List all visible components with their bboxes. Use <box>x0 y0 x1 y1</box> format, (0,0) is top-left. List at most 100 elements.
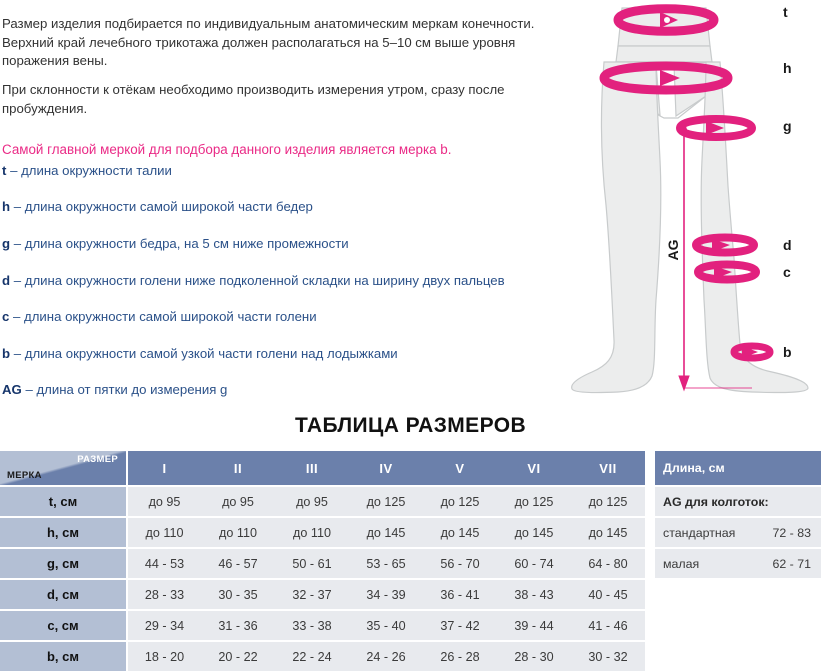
cell-b-1: 18 - 20 <box>127 640 201 671</box>
intro-paragraph-1: Размер изделия подбирается по индивидуал… <box>2 16 535 68</box>
legend-key: AG <box>2 382 22 397</box>
column-header-6: VI <box>497 451 571 486</box>
legend-dash: – <box>25 382 33 397</box>
legend-dash: – <box>13 273 22 288</box>
band-c-arrow <box>714 266 732 279</box>
key-measurement-note: Самой главной меркой для подбора данного… <box>2 142 452 158</box>
cell-g-5: 56 - 70 <box>423 547 497 579</box>
size-table-title: ТАБЛИЦА РАЗМЕРОВ <box>294 414 527 437</box>
cell-b-7: 30 - 32 <box>571 640 645 671</box>
legend-text: длина окружности голени ниже подколенной… <box>24 273 505 288</box>
row-label-b: b, см <box>0 640 128 671</box>
cell-d-2: 30 - 35 <box>201 578 275 610</box>
legend-key: b <box>2 346 11 361</box>
cell-t-5: до 125 <box>423 485 497 517</box>
column-header-3: III <box>275 451 349 486</box>
cell-c-4: 35 - 40 <box>349 609 423 641</box>
right-leg-shape <box>700 61 809 394</box>
corner-merka-label: МЕРКА <box>7 470 42 481</box>
band-b-arrow <box>742 346 758 358</box>
table-row: d, см 28 - 33 30 - 35 32 - 37 34 - 39 36… <box>0 578 645 610</box>
row-label-h: h, см <box>0 516 128 548</box>
cell-t-7: до 125 <box>571 485 645 517</box>
ag-arrow-head-bottom <box>678 375 690 392</box>
length-row-value-small: 62 - 71 <box>755 547 821 578</box>
diagram-label-t: t <box>783 4 788 20</box>
table-row: c, см 29 - 34 31 - 36 33 - 38 35 - 40 37… <box>0 609 645 641</box>
length-table-header-row: Длина, см <box>655 451 821 486</box>
diagram-label-h: h <box>783 60 792 76</box>
intro-paragraph-2: При склонности к отёкам необходимо произ… <box>2 82 505 116</box>
size-table-header-row: РАЗМЕР МЕРКА I II III IV V VI VII <box>0 451 645 486</box>
ag-label-text: AG <box>665 239 681 260</box>
table-row: b, см 18 - 20 20 - 22 22 - 24 24 - 26 26… <box>0 640 645 671</box>
legend-item-ag: AG – длина от пятки до измерения g <box>2 381 558 398</box>
cell-g-2: 46 - 57 <box>201 547 275 579</box>
legend-dash: – <box>13 236 22 251</box>
band-d <box>691 233 759 257</box>
legend-text: длина окружности бедра, на 5 см ниже про… <box>24 236 349 251</box>
cell-h-4: до 145 <box>349 516 423 548</box>
legend-item-g: g – длина окружности бедра, на 5 см ниже… <box>2 235 558 252</box>
column-header-2: II <box>201 451 275 486</box>
diagram-label-b: b <box>783 344 792 360</box>
cell-b-2: 20 - 22 <box>201 640 275 671</box>
legend-key: t <box>2 163 7 178</box>
cell-b-5: 26 - 28 <box>423 640 497 671</box>
row-label-d: d, см <box>0 578 128 610</box>
cell-t-1: до 95 <box>127 485 201 517</box>
length-table: Длина, см AG для колготок: стандартная 7… <box>655 451 821 578</box>
legend-item-t: t – длина окружности талии <box>2 162 558 179</box>
length-row-name-small: малая <box>655 547 755 578</box>
length-row-value-standard: 72 - 83 <box>755 516 821 548</box>
cell-d-5: 36 - 41 <box>423 578 497 610</box>
cell-c-7: 41 - 46 <box>571 609 645 641</box>
cell-t-4: до 125 <box>349 485 423 517</box>
cell-h-5: до 145 <box>423 516 497 548</box>
legend-text: длина от пятки до измерения g <box>36 382 228 397</box>
band-t-navel-dot <box>664 17 670 23</box>
length-row-name-standard: стандартная <box>655 516 755 548</box>
cell-c-6: 39 - 44 <box>497 609 571 641</box>
row-label-t: t, см <box>0 485 128 517</box>
band-h-arrow <box>660 70 680 86</box>
legend-dash: – <box>10 163 18 178</box>
band-g-arrow <box>706 121 724 135</box>
table-row: h, см до 110 до 110 до 110 до 145 до 145… <box>0 516 645 548</box>
legend-key: c <box>2 309 10 324</box>
cell-g-4: 53 - 65 <box>349 547 423 579</box>
left-leg-shape <box>571 61 662 394</box>
band-t <box>613 4 719 36</box>
legend-text: длина окружности самой широкой части бед… <box>24 199 313 214</box>
legend-text: длина окружности самой узкой части голен… <box>24 346 398 361</box>
cell-d-1: 28 - 33 <box>127 578 201 610</box>
legend-key: g <box>2 236 11 251</box>
cell-b-3: 22 - 24 <box>275 640 349 671</box>
column-header-4: IV <box>349 451 423 486</box>
cell-d-7: 40 - 45 <box>571 578 645 610</box>
cell-h-3: до 110 <box>275 516 349 548</box>
instructions-panel: Размер изделия подбирается по индивидуал… <box>0 0 560 405</box>
row-label-g: g, см <box>0 547 128 579</box>
diagram-label-g: g <box>783 118 792 134</box>
legend-key: d <box>2 273 11 288</box>
diagram-label-c: c <box>783 264 791 280</box>
length-table-header: Длина, см <box>655 451 821 486</box>
cell-c-1: 29 - 34 <box>127 609 201 641</box>
table-corner-cell: РАЗМЕР МЕРКА <box>0 451 128 486</box>
cell-h-6: до 145 <box>497 516 571 548</box>
cell-t-6: до 125 <box>497 485 571 517</box>
cell-g-3: 50 - 61 <box>275 547 349 579</box>
table-row: g, см 44 - 53 46 - 57 50 - 61 53 - 65 56… <box>0 547 645 579</box>
column-header-1: I <box>127 451 201 486</box>
length-table-subtitle-row: AG для колготок: <box>655 485 821 517</box>
legend-dash: – <box>13 199 22 214</box>
column-header-7: VII <box>571 451 645 486</box>
length-table-subtitle: AG для колготок: <box>655 485 821 517</box>
legend-dash: – <box>13 346 22 361</box>
cell-g-7: 64 - 80 <box>571 547 645 579</box>
diagram-label-d: d <box>783 237 792 253</box>
body-measurement-diagram: AG <box>556 0 821 400</box>
anatomy-illustration: AG <box>571 4 809 394</box>
cell-b-6: 28 - 30 <box>497 640 571 671</box>
